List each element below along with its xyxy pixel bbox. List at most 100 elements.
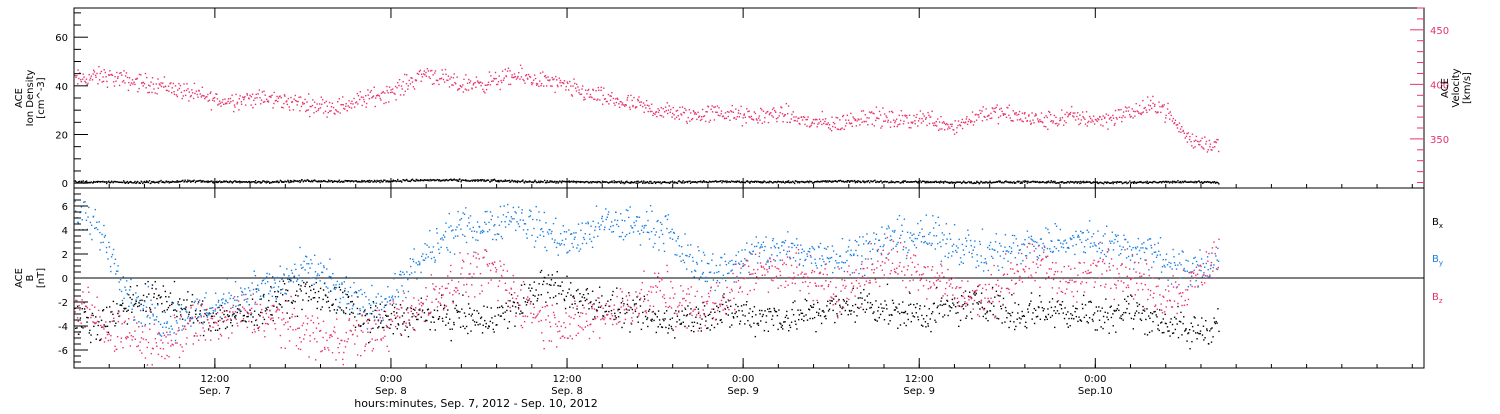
data-point — [902, 115, 903, 116]
data-point — [475, 324, 476, 325]
data-point — [577, 86, 578, 87]
data-point — [936, 125, 937, 126]
data-point — [239, 95, 240, 96]
data-point — [158, 321, 159, 322]
data-point — [1022, 181, 1023, 182]
data-point — [459, 219, 460, 220]
data-point — [482, 332, 483, 333]
data-point — [255, 275, 256, 276]
data-point — [483, 91, 484, 92]
data-point — [107, 326, 108, 327]
data-point — [334, 113, 335, 114]
data-point — [621, 327, 622, 328]
data-point — [1017, 312, 1018, 313]
data-point — [757, 122, 758, 123]
data-point — [679, 245, 680, 246]
data-point — [568, 89, 569, 90]
data-point — [512, 218, 513, 219]
data-point — [985, 108, 986, 109]
data-point — [892, 112, 893, 113]
data-point — [91, 239, 92, 240]
data-point — [353, 303, 354, 304]
data-point — [548, 274, 549, 275]
data-point — [929, 123, 930, 124]
data-point — [400, 271, 401, 272]
data-point — [393, 311, 394, 312]
data-point — [850, 113, 851, 114]
data-point — [306, 263, 307, 264]
data-point — [1022, 121, 1023, 122]
data-point — [785, 317, 786, 318]
data-point — [1197, 141, 1198, 142]
data-point — [1012, 312, 1013, 313]
data-point — [402, 81, 403, 82]
data-point — [499, 75, 500, 76]
data-point — [443, 79, 444, 80]
data-point — [1126, 107, 1127, 108]
data-point — [593, 221, 594, 222]
data-point — [931, 313, 932, 314]
data-point — [346, 303, 347, 304]
data-point — [602, 216, 603, 217]
data-point — [584, 297, 585, 298]
data-point — [1020, 183, 1021, 184]
data-point — [1016, 319, 1017, 320]
data-point — [323, 267, 324, 268]
data-point — [507, 328, 508, 329]
data-point — [716, 306, 717, 307]
data-point — [122, 300, 123, 301]
data-point — [89, 332, 90, 333]
data-point — [1218, 151, 1219, 152]
data-point — [523, 297, 524, 298]
data-point — [182, 180, 183, 181]
data-point — [327, 105, 328, 106]
data-point — [371, 313, 372, 314]
data-point — [599, 286, 600, 287]
data-point — [316, 103, 317, 104]
data-point — [239, 98, 240, 99]
data-point — [369, 313, 370, 314]
data-point — [639, 217, 640, 218]
data-point — [153, 297, 154, 298]
data-point — [263, 296, 264, 297]
data-point — [848, 314, 849, 315]
data-point — [355, 291, 356, 292]
data-point — [538, 283, 539, 284]
data-point — [594, 316, 595, 317]
data-point — [1189, 136, 1190, 137]
data-point — [671, 116, 672, 117]
data-point — [872, 313, 873, 314]
data-point — [93, 181, 94, 182]
data-point — [957, 125, 958, 126]
data-point — [994, 108, 995, 109]
data-point — [1104, 322, 1105, 323]
data-point — [148, 85, 149, 86]
data-point — [622, 232, 623, 233]
data-point — [95, 316, 96, 317]
data-point — [1009, 105, 1010, 106]
data-point — [612, 225, 613, 226]
data-point — [631, 100, 632, 101]
data-point — [916, 114, 917, 115]
data-point — [541, 294, 542, 295]
data-point — [500, 80, 501, 81]
data-point — [819, 308, 820, 309]
data-point — [398, 85, 399, 86]
data-point — [1049, 112, 1050, 113]
data-point — [80, 79, 81, 80]
data-point — [149, 323, 150, 324]
data-point — [696, 262, 697, 263]
data-point — [1074, 311, 1075, 312]
data-point — [700, 324, 701, 325]
data-point — [1203, 339, 1204, 340]
data-point — [111, 181, 112, 182]
data-point — [602, 221, 603, 222]
data-point — [898, 303, 899, 304]
data-point — [877, 117, 878, 118]
data-point — [603, 315, 604, 316]
data-point — [159, 181, 160, 182]
data-point — [266, 273, 267, 274]
data-point — [558, 293, 559, 294]
data-point — [1172, 181, 1173, 182]
data-point — [448, 322, 449, 323]
